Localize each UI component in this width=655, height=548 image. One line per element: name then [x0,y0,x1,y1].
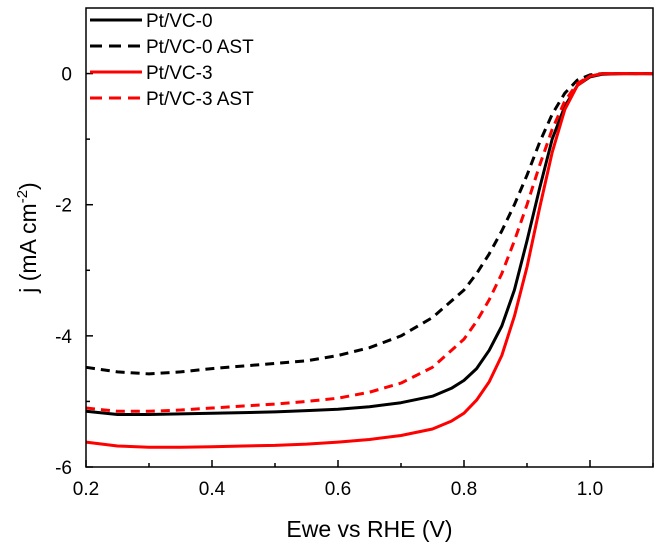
x-tick-label: 1.0 [577,479,603,500]
legend-label-1: Pt/VC-0 [146,11,213,32]
x-tick-label: 0.4 [199,479,226,500]
series-layer [85,72,653,449]
series-line-4 [85,72,653,413]
y-tick-label: -6 [55,458,72,479]
legend-label-2: Pt/VC-0 AST [146,37,254,58]
x-axis-label: Ewe vs RHE (V) [286,516,452,542]
series-line-3 [85,72,653,449]
series-line-1 [85,72,653,416]
y-axis-label-main: j (mA cm [15,203,41,293]
x-tick-label: 0.6 [325,479,351,500]
legend-label-4: Pt/VC-3 AST [146,89,254,110]
legend: Pt/VC-0 Pt/VC-0 AST Pt/VC-3 Pt/VC-3 AST [90,11,254,110]
y-axis-label-superscript: -2 [14,190,31,203]
plot-frame [85,7,654,468]
x-tick-label: 0.2 [73,479,99,500]
plot-area: 0.2 0.4 0.6 0.8 1.0 -6 -4 -2 0 [55,7,654,500]
y-axis-label-close: ) [15,182,41,190]
x-tick-label: 0.8 [451,479,477,500]
y-tick-label: -2 [55,196,72,217]
legend-label-3: Pt/VC-3 [146,63,213,84]
series-line-2 [85,72,653,376]
y-tick-label: 0 [61,65,72,86]
y-axis-label: j (mA cm-2) [14,182,41,293]
ticks-layer: 0.2 0.4 0.6 0.8 1.0 -6 -4 -2 0 [55,65,654,500]
y-tick-label: -4 [55,327,72,348]
